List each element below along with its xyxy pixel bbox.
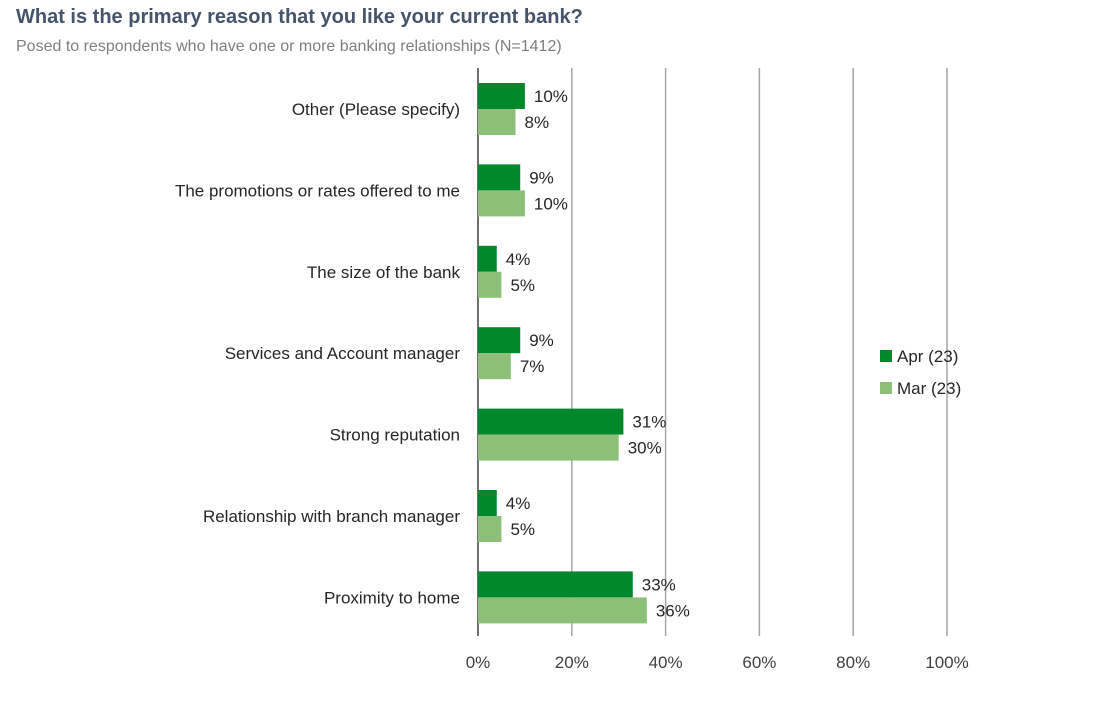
data-label: 33% — [642, 575, 676, 594]
x-tick-label: 80% — [836, 653, 870, 672]
data-label: 30% — [628, 439, 662, 458]
category-label: Services and Account manager — [225, 344, 461, 363]
data-label: 31% — [632, 413, 666, 432]
bar — [478, 245, 497, 272]
data-label: 4% — [506, 494, 531, 513]
data-label: 4% — [506, 250, 531, 269]
bar — [478, 516, 502, 542]
category-label: Strong reputation — [330, 426, 460, 445]
legend-swatch — [880, 382, 892, 394]
labels: 0% 20% 40% 60% 80% 100% 10% 8% Other (Please spe… — [175, 87, 969, 672]
bar — [478, 109, 516, 135]
bar — [478, 490, 497, 516]
data-label: 9% — [529, 331, 554, 350]
legend-label: Apr (23) — [897, 347, 958, 366]
x-tick-label: 100% — [925, 653, 968, 672]
data-label: 5% — [510, 276, 535, 295]
chart-subtitle: Posed to respondents who have one or mor… — [16, 38, 562, 55]
bar — [478, 271, 502, 298]
bar — [478, 597, 647, 624]
x-tick-label: 0% — [466, 653, 491, 672]
category-label: The size of the bank — [307, 263, 461, 282]
bar — [478, 83, 525, 109]
bar — [478, 434, 619, 461]
bar — [478, 408, 624, 435]
x-tick-label: 60% — [742, 653, 776, 672]
bar — [478, 327, 521, 354]
bar — [478, 353, 511, 380]
data-label: 9% — [529, 168, 554, 187]
bar — [478, 190, 525, 217]
legend-label: Mar (23) — [897, 379, 961, 398]
data-label: 7% — [520, 357, 545, 376]
category-label: Relationship with branch manager — [203, 507, 460, 526]
bar — [478, 571, 633, 598]
bar — [478, 164, 521, 191]
legend: Apr (23) Mar (23) — [880, 347, 961, 398]
bars — [478, 83, 647, 624]
legend-swatch — [880, 350, 892, 362]
category-label: The promotions or rates offered to me — [175, 181, 460, 200]
data-label: 5% — [510, 520, 535, 539]
x-tick-label: 20% — [555, 653, 589, 672]
data-label: 10% — [534, 87, 568, 106]
data-label: 8% — [525, 113, 550, 132]
data-label: 36% — [656, 601, 690, 620]
category-label: Other (Please specify) — [292, 100, 460, 119]
x-tick-label: 40% — [649, 653, 683, 672]
chart-title: What is the primary reason that you like… — [16, 6, 583, 28]
category-label: Proximity to home — [324, 588, 460, 607]
data-label: 10% — [534, 194, 568, 213]
gridlines — [477, 68, 948, 636]
